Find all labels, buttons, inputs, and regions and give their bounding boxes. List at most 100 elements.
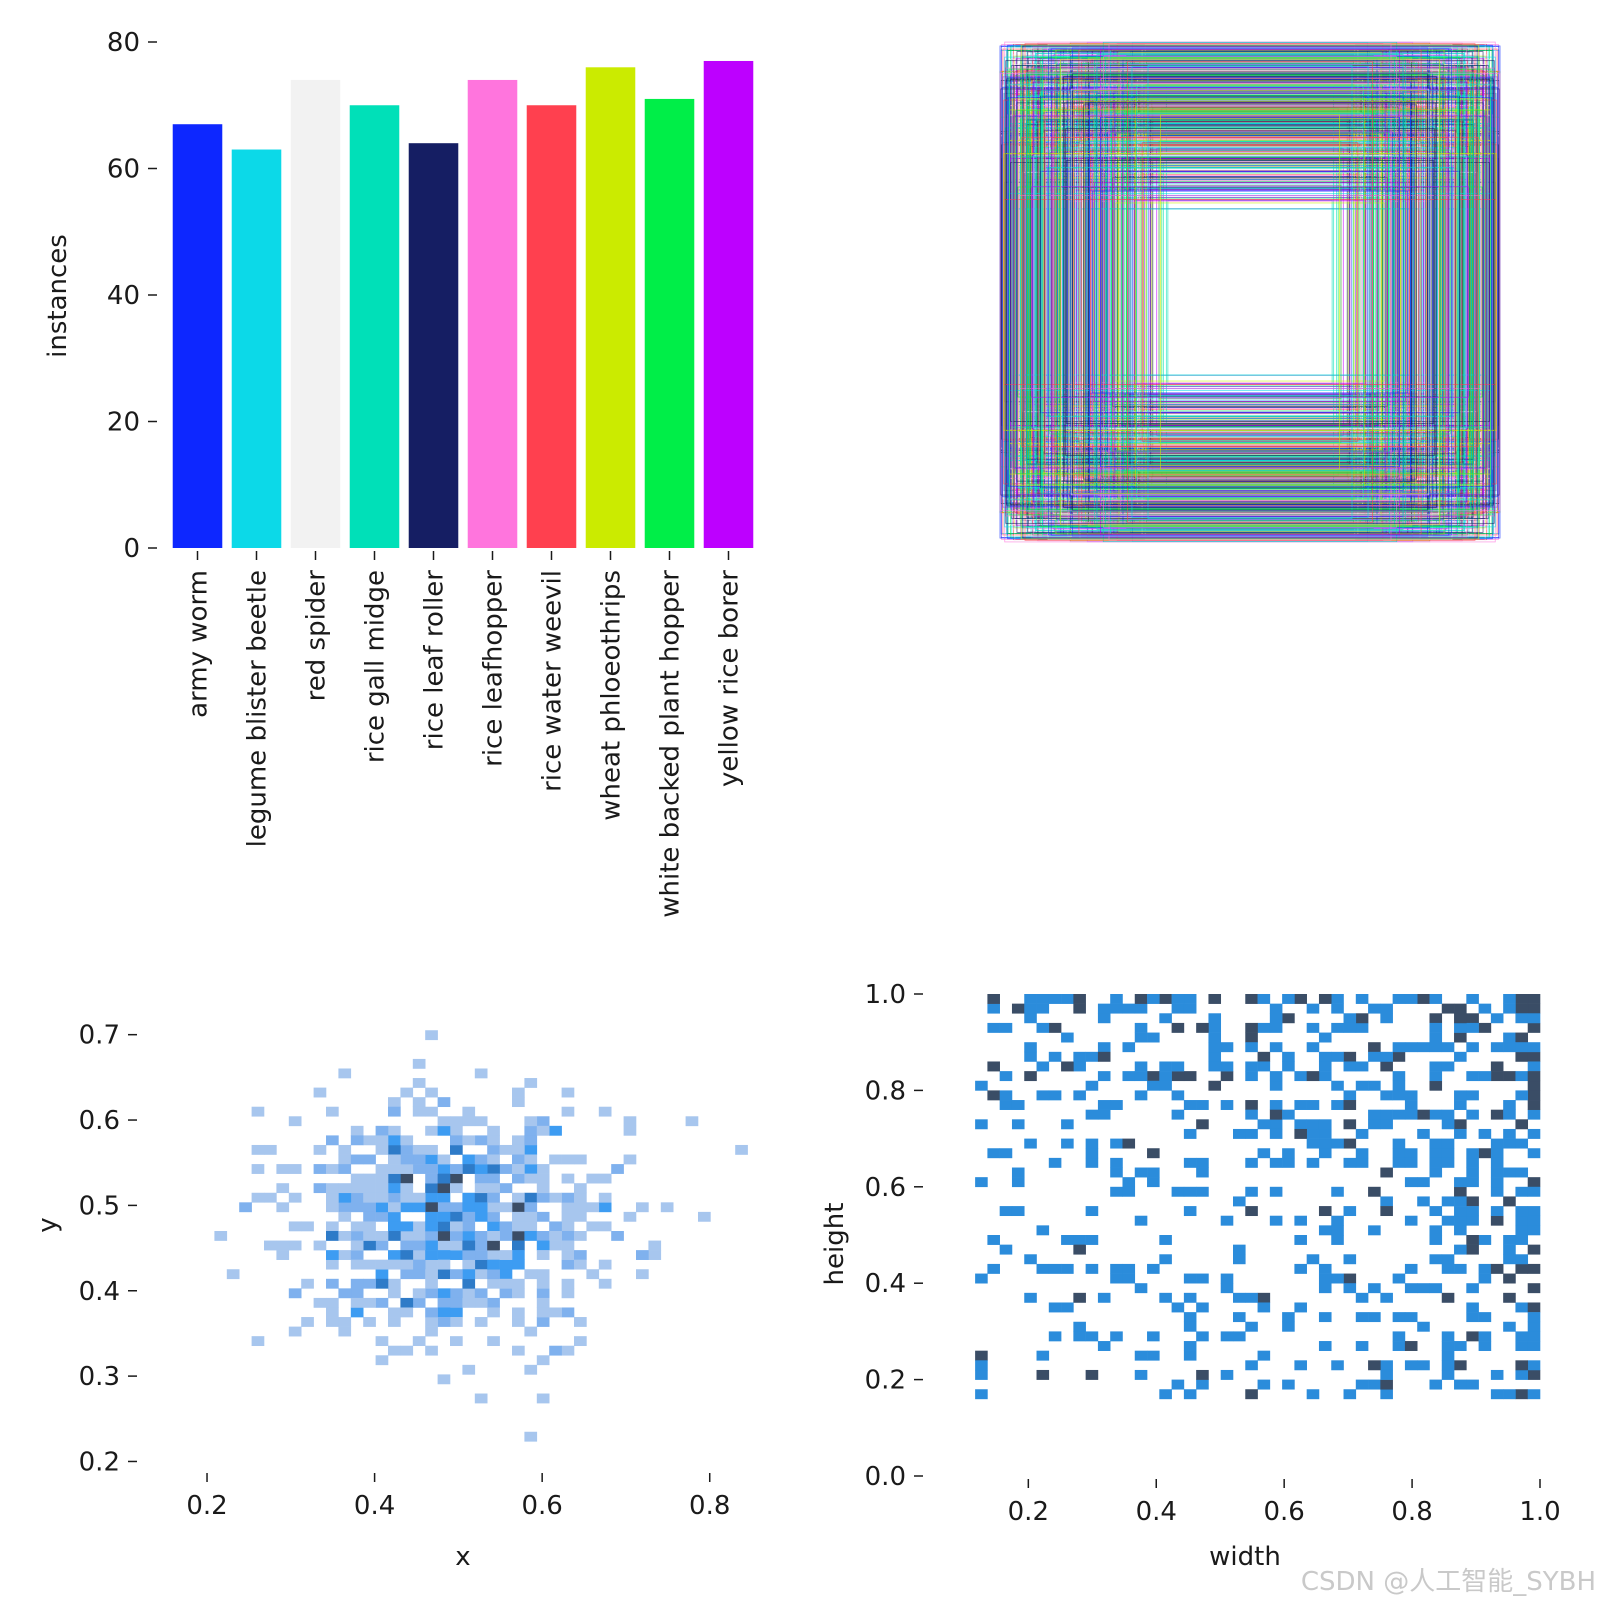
xy-heatmap-cell — [512, 1211, 525, 1222]
wh-heatmap-cell — [1257, 1350, 1271, 1361]
xy-heatmap-cell — [536, 1231, 550, 1241]
wh-heatmap-cell — [1515, 1389, 1529, 1400]
wh-heatmap-cell — [1171, 1090, 1185, 1101]
wh-heatmap-cell — [999, 1148, 1013, 1159]
wh-heatmap-cell — [1404, 1042, 1418, 1053]
xy-heatmap-cell — [462, 1250, 476, 1260]
bbox-outline — [1015, 110, 1485, 474]
bbox-outline — [1054, 77, 1446, 507]
wh-heatmap-cell — [1478, 1022, 1492, 1033]
wh-heatmap-cell — [1343, 1254, 1357, 1265]
xy-heatmap-cell — [338, 1068, 352, 1079]
wh-heatmap-cell — [1515, 1235, 1529, 1245]
wh-heatmap-cell — [1368, 1080, 1381, 1091]
wh-heatmap-cells — [975, 994, 1541, 1400]
xy-heatmap-cell — [375, 1278, 389, 1289]
wh-heatmap-cell — [1368, 1003, 1381, 1014]
wh-heatmap-cell — [1515, 1215, 1529, 1226]
wh-heatmap-cell — [1454, 1090, 1467, 1101]
xy-heatmap-cell — [512, 1097, 525, 1108]
wh-heatmap-cell — [1466, 1302, 1479, 1313]
xy-heatmap-cell — [499, 1144, 513, 1155]
wh-x-tick-label: 0.8 — [1391, 1497, 1432, 1527]
wh-heatmap-cell — [1331, 1235, 1344, 1245]
xy-heatmap-cell — [350, 1192, 364, 1203]
xy-heatmap-cell — [524, 1192, 538, 1203]
wh-heatmap-cell — [1269, 1100, 1283, 1110]
xy-heatmap-cell — [425, 1345, 438, 1356]
bbox-outline — [1014, 71, 1486, 513]
xy-heatmap-cell — [400, 1221, 414, 1232]
xy-heatmap-cell — [350, 1297, 364, 1308]
bar-category-label: wheat phloeothrips — [597, 570, 627, 821]
bbox-outline — [1007, 97, 1493, 487]
bbox-outline — [1141, 49, 1359, 535]
xy-heatmap-cell — [375, 1164, 389, 1174]
wh-heatmap-cell — [1466, 1157, 1479, 1168]
wh-heatmap-cell — [1380, 1013, 1393, 1024]
wh-heatmap-cell — [1429, 1167, 1443, 1178]
xy-heatmap-cell — [326, 1259, 339, 1270]
wh-heatmap-cell — [1515, 1263, 1529, 1274]
wh-heatmap-cell — [1318, 1283, 1332, 1294]
xy-heatmap-cell — [437, 1297, 451, 1308]
xy-heatmap-cell — [549, 1231, 562, 1241]
xy-y-tick-label: 0.7 — [79, 1021, 120, 1051]
xy-heatmap-cell — [524, 1164, 538, 1174]
bar-rice-gall-midge — [349, 105, 400, 548]
wh-heatmap-cell — [1527, 1186, 1541, 1197]
bbox-outline — [1031, 186, 1469, 398]
wh-heatmap-cell — [1282, 1379, 1295, 1390]
bar-category-label: rice leaf roller — [420, 570, 450, 751]
wh-heatmap-cell — [1392, 1148, 1406, 1159]
xy-heatmap-cell — [375, 1355, 389, 1366]
wh-heatmap-cell — [1380, 1061, 1393, 1072]
xy-heatmap-cell — [524, 1231, 538, 1241]
wh-heatmap-cell — [1454, 1263, 1467, 1274]
wh-heatmap-cell — [1073, 1292, 1086, 1303]
xy-heatmap-cell — [313, 1240, 327, 1251]
wh-heatmap-cell — [1306, 1022, 1320, 1033]
xy-heatmap-cell — [425, 1221, 438, 1232]
xy-heatmap-cell — [326, 1135, 339, 1146]
xy-heatmap-cell — [536, 1317, 550, 1327]
wh-heatmap-cell — [1527, 1061, 1541, 1072]
xy-heatmap-cell — [487, 1164, 500, 1174]
wh-heatmap-cell — [1355, 1080, 1369, 1091]
bbox-outline — [1002, 153, 1498, 431]
wh-heatmap-cell — [1269, 1013, 1283, 1024]
xy-heatmap-cell — [425, 1317, 438, 1327]
xy-heatmap-cell — [388, 1345, 401, 1356]
xy-heatmap-cell — [412, 1297, 426, 1308]
bar-y-tick-label: 60 — [107, 155, 140, 185]
xy-heatmap-cell — [338, 1192, 352, 1203]
wh-heatmap-cell — [1208, 1061, 1222, 1072]
bbox-outline — [1102, 188, 1398, 396]
xy-heatmap-cell — [326, 1192, 339, 1203]
wh-heatmap-cell — [1515, 1369, 1529, 1380]
xy-heatmap-cell — [375, 1173, 389, 1184]
xy-heatmap-cell — [338, 1326, 352, 1337]
xy-heatmap-cell — [487, 1135, 500, 1146]
wh-heatmap-cell — [1122, 1273, 1136, 1284]
bbox-outline — [1030, 118, 1470, 466]
wh-heatmap-cell — [1392, 994, 1406, 1004]
xy-heatmap-cell — [524, 1269, 538, 1280]
xy-heatmap-cell — [388, 1211, 401, 1222]
xy-heatmap-cell — [524, 1144, 538, 1155]
xy-heatmap-cell — [524, 1431, 538, 1442]
bbox-outline — [1060, 68, 1440, 516]
wh-heatmap-cell — [1466, 994, 1479, 1004]
xy-heatmap-cell — [400, 1154, 414, 1165]
wh-heatmap-cell — [1159, 1071, 1172, 1082]
xy-heatmap-cell — [536, 1183, 550, 1194]
wh-heatmap-cell — [1515, 1302, 1529, 1313]
bbox-outline — [1134, 199, 1366, 385]
xy-heatmap-cell — [412, 1336, 426, 1347]
xy-heatmap-cell — [561, 1259, 575, 1270]
xy-heatmap-cell — [487, 1240, 500, 1251]
wh-heatmap-cell — [1380, 1379, 1393, 1390]
bar-y-tick-label: 20 — [107, 408, 140, 438]
wh-heatmap-cell — [1085, 1235, 1099, 1245]
xy-heatmap-cell — [524, 1135, 538, 1146]
